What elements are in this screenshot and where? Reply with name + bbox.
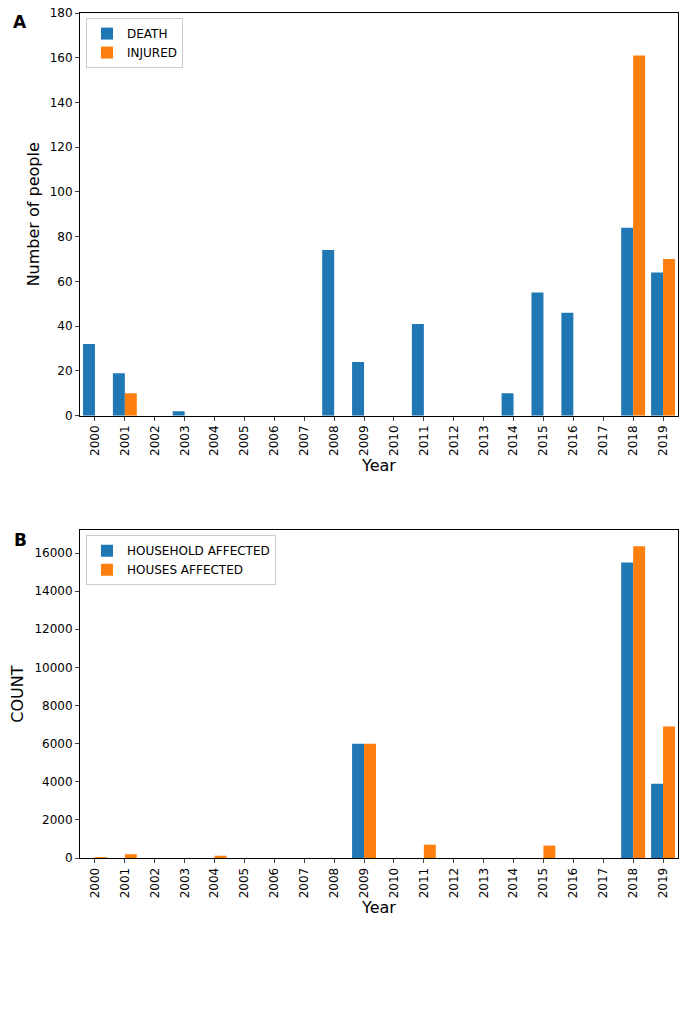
svg-text:2012: 2012 <box>447 868 461 899</box>
svg-text:COUNT: COUNT <box>8 665 27 722</box>
svg-text:2001: 2001 <box>118 425 132 456</box>
svg-text:40: 40 <box>57 319 72 333</box>
svg-text:2008: 2008 <box>327 425 341 456</box>
svg-text:2015: 2015 <box>536 868 550 899</box>
svg-text:2003: 2003 <box>178 868 192 899</box>
svg-text:10000: 10000 <box>34 661 72 675</box>
svg-text:4000: 4000 <box>42 775 73 789</box>
svg-text:2016: 2016 <box>566 425 580 456</box>
svg-text:14000: 14000 <box>34 584 72 598</box>
svg-text:2007: 2007 <box>297 425 311 456</box>
svg-text:2018: 2018 <box>626 868 640 899</box>
svg-text:12000: 12000 <box>34 622 72 636</box>
svg-text:2009: 2009 <box>357 425 371 456</box>
svg-text:0: 0 <box>65 409 73 423</box>
svg-text:2002: 2002 <box>148 425 162 456</box>
svg-text:2005: 2005 <box>237 425 251 456</box>
svg-text:100: 100 <box>50 185 73 199</box>
svg-text:2005: 2005 <box>237 868 251 899</box>
svg-text:2014: 2014 <box>506 868 520 899</box>
svg-text:2010: 2010 <box>387 425 401 456</box>
svg-text:8000: 8000 <box>42 699 73 713</box>
svg-text:Number of people: Number of people <box>24 142 43 286</box>
svg-text:2008: 2008 <box>327 868 341 899</box>
svg-text:2002: 2002 <box>148 868 162 899</box>
svg-text:Year: Year <box>361 898 396 917</box>
svg-text:2007: 2007 <box>297 868 311 899</box>
svg-text:0: 0 <box>65 851 73 865</box>
svg-text:120: 120 <box>50 140 73 154</box>
svg-text:2017: 2017 <box>596 868 610 899</box>
svg-text:Year: Year <box>361 456 396 475</box>
svg-text:2016: 2016 <box>566 868 580 899</box>
svg-text:2015: 2015 <box>536 425 550 456</box>
svg-text:2012: 2012 <box>447 425 461 456</box>
svg-text:16000: 16000 <box>34 546 72 560</box>
svg-text:2009: 2009 <box>357 868 371 899</box>
svg-text:2001: 2001 <box>118 868 132 899</box>
svg-text:80: 80 <box>57 230 72 244</box>
svg-text:2019: 2019 <box>656 868 670 899</box>
svg-text:140: 140 <box>50 96 73 110</box>
svg-text:2017: 2017 <box>596 425 610 456</box>
svg-text:2004: 2004 <box>207 868 221 899</box>
svg-text:2019: 2019 <box>656 425 670 456</box>
svg-text:2011: 2011 <box>417 425 431 456</box>
svg-text:2014: 2014 <box>506 425 520 456</box>
svg-text:2004: 2004 <box>207 425 221 456</box>
svg-text:60: 60 <box>57 275 72 289</box>
svg-text:20: 20 <box>57 364 72 378</box>
svg-text:2000: 2000 <box>88 868 102 899</box>
svg-text:2006: 2006 <box>267 425 281 456</box>
svg-text:2000: 2000 <box>88 425 102 456</box>
svg-text:INJURED: INJURED <box>127 46 177 60</box>
svg-text:180: 180 <box>50 6 73 20</box>
svg-text:2011: 2011 <box>417 868 431 899</box>
svg-text:2000: 2000 <box>42 813 73 827</box>
svg-text:6000: 6000 <box>42 737 73 751</box>
svg-text:2013: 2013 <box>477 868 491 899</box>
svg-text:DEATH: DEATH <box>127 27 167 41</box>
svg-text:B: B <box>14 530 27 550</box>
svg-text:2013: 2013 <box>477 425 491 456</box>
svg-text:160: 160 <box>50 51 73 65</box>
svg-text:2018: 2018 <box>626 425 640 456</box>
svg-text:A: A <box>13 12 27 32</box>
svg-text:HOUSES AFFECTED: HOUSES AFFECTED <box>127 563 243 577</box>
svg-text:HOUSEHOLD AFFECTED: HOUSEHOLD AFFECTED <box>127 544 270 558</box>
svg-text:2003: 2003 <box>178 425 192 456</box>
svg-text:2006: 2006 <box>267 868 281 899</box>
svg-text:2010: 2010 <box>387 868 401 899</box>
